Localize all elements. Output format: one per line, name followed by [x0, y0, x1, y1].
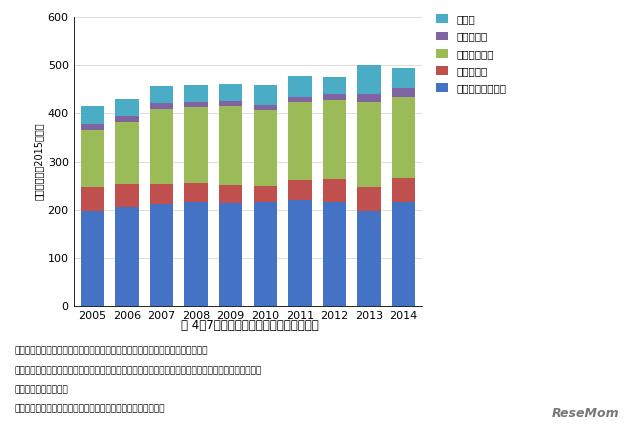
- Bar: [357, 187, 381, 211]
- Bar: [81, 124, 104, 130]
- Bar: [81, 130, 104, 187]
- Text: 出所）東京工業大学財務諸表から株式会社三菱総合研究所作成: 出所）東京工業大学財務諸表から株式会社三菱総合研究所作成: [14, 404, 164, 413]
- Text: く評価される。）: く評価される。）: [14, 385, 68, 394]
- Bar: [288, 97, 312, 102]
- Bar: [184, 102, 208, 107]
- Bar: [357, 211, 381, 306]
- Bar: [357, 65, 381, 94]
- Bar: [81, 187, 104, 211]
- Text: 物価調整をしているために名目値とは異なる（デフレーションの場合は過去にさかのぼるほど小さ: 物価調整をしているために名目値とは異なる（デフレーションの場合は過去にさかのぼる…: [14, 366, 261, 375]
- Bar: [219, 84, 243, 101]
- Bar: [115, 99, 139, 116]
- Bar: [219, 101, 243, 106]
- Bar: [253, 105, 277, 110]
- Bar: [219, 185, 243, 203]
- Bar: [323, 77, 346, 94]
- Bar: [392, 178, 415, 202]
- Bar: [357, 102, 381, 187]
- Bar: [150, 184, 173, 204]
- Bar: [150, 86, 173, 103]
- Bar: [115, 184, 139, 207]
- Bar: [357, 94, 381, 102]
- Y-axis label: 収入（億円、2015実購）: 収入（億円、2015実購）: [33, 123, 44, 200]
- Bar: [150, 109, 173, 184]
- Bar: [115, 207, 139, 306]
- Bar: [184, 202, 208, 306]
- Text: ReseMom: ReseMom: [552, 407, 620, 420]
- Bar: [392, 97, 415, 178]
- Bar: [150, 204, 173, 306]
- Bar: [253, 202, 277, 306]
- Bar: [253, 110, 277, 186]
- Text: 注）国外大学と比較可能な費目で再集計したもの。計算の詳細は参考資料参照。: 注）国外大学と比較可能な費目で再集計したもの。計算の詳細は参考資料参照。: [14, 347, 207, 356]
- Bar: [115, 122, 139, 184]
- Bar: [184, 85, 208, 102]
- Bar: [288, 76, 312, 97]
- Bar: [184, 107, 208, 183]
- Bar: [81, 106, 104, 124]
- Text: 図 4〇7　東京工業大学の収入構成の推移: 図 4〇7 東京工業大学の収入構成の推移: [180, 319, 319, 332]
- Bar: [253, 85, 277, 105]
- Bar: [392, 88, 415, 97]
- Bar: [323, 179, 346, 202]
- Bar: [288, 180, 312, 200]
- Bar: [219, 106, 243, 185]
- Bar: [323, 202, 346, 306]
- Bar: [392, 202, 415, 306]
- Bar: [323, 100, 346, 179]
- Legend: その他, 寄付・投資, 外部研究資金, 学生納付金, 政府（州）補助金: その他, 寄付・投資, 外部研究資金, 学生納付金, 政府（州）補助金: [436, 14, 506, 93]
- Bar: [253, 186, 277, 202]
- Bar: [288, 102, 312, 180]
- Bar: [184, 183, 208, 202]
- Bar: [392, 68, 415, 88]
- Bar: [323, 94, 346, 100]
- Bar: [288, 200, 312, 306]
- Bar: [150, 103, 173, 109]
- Bar: [115, 116, 139, 122]
- Bar: [219, 203, 243, 306]
- Bar: [81, 211, 104, 306]
